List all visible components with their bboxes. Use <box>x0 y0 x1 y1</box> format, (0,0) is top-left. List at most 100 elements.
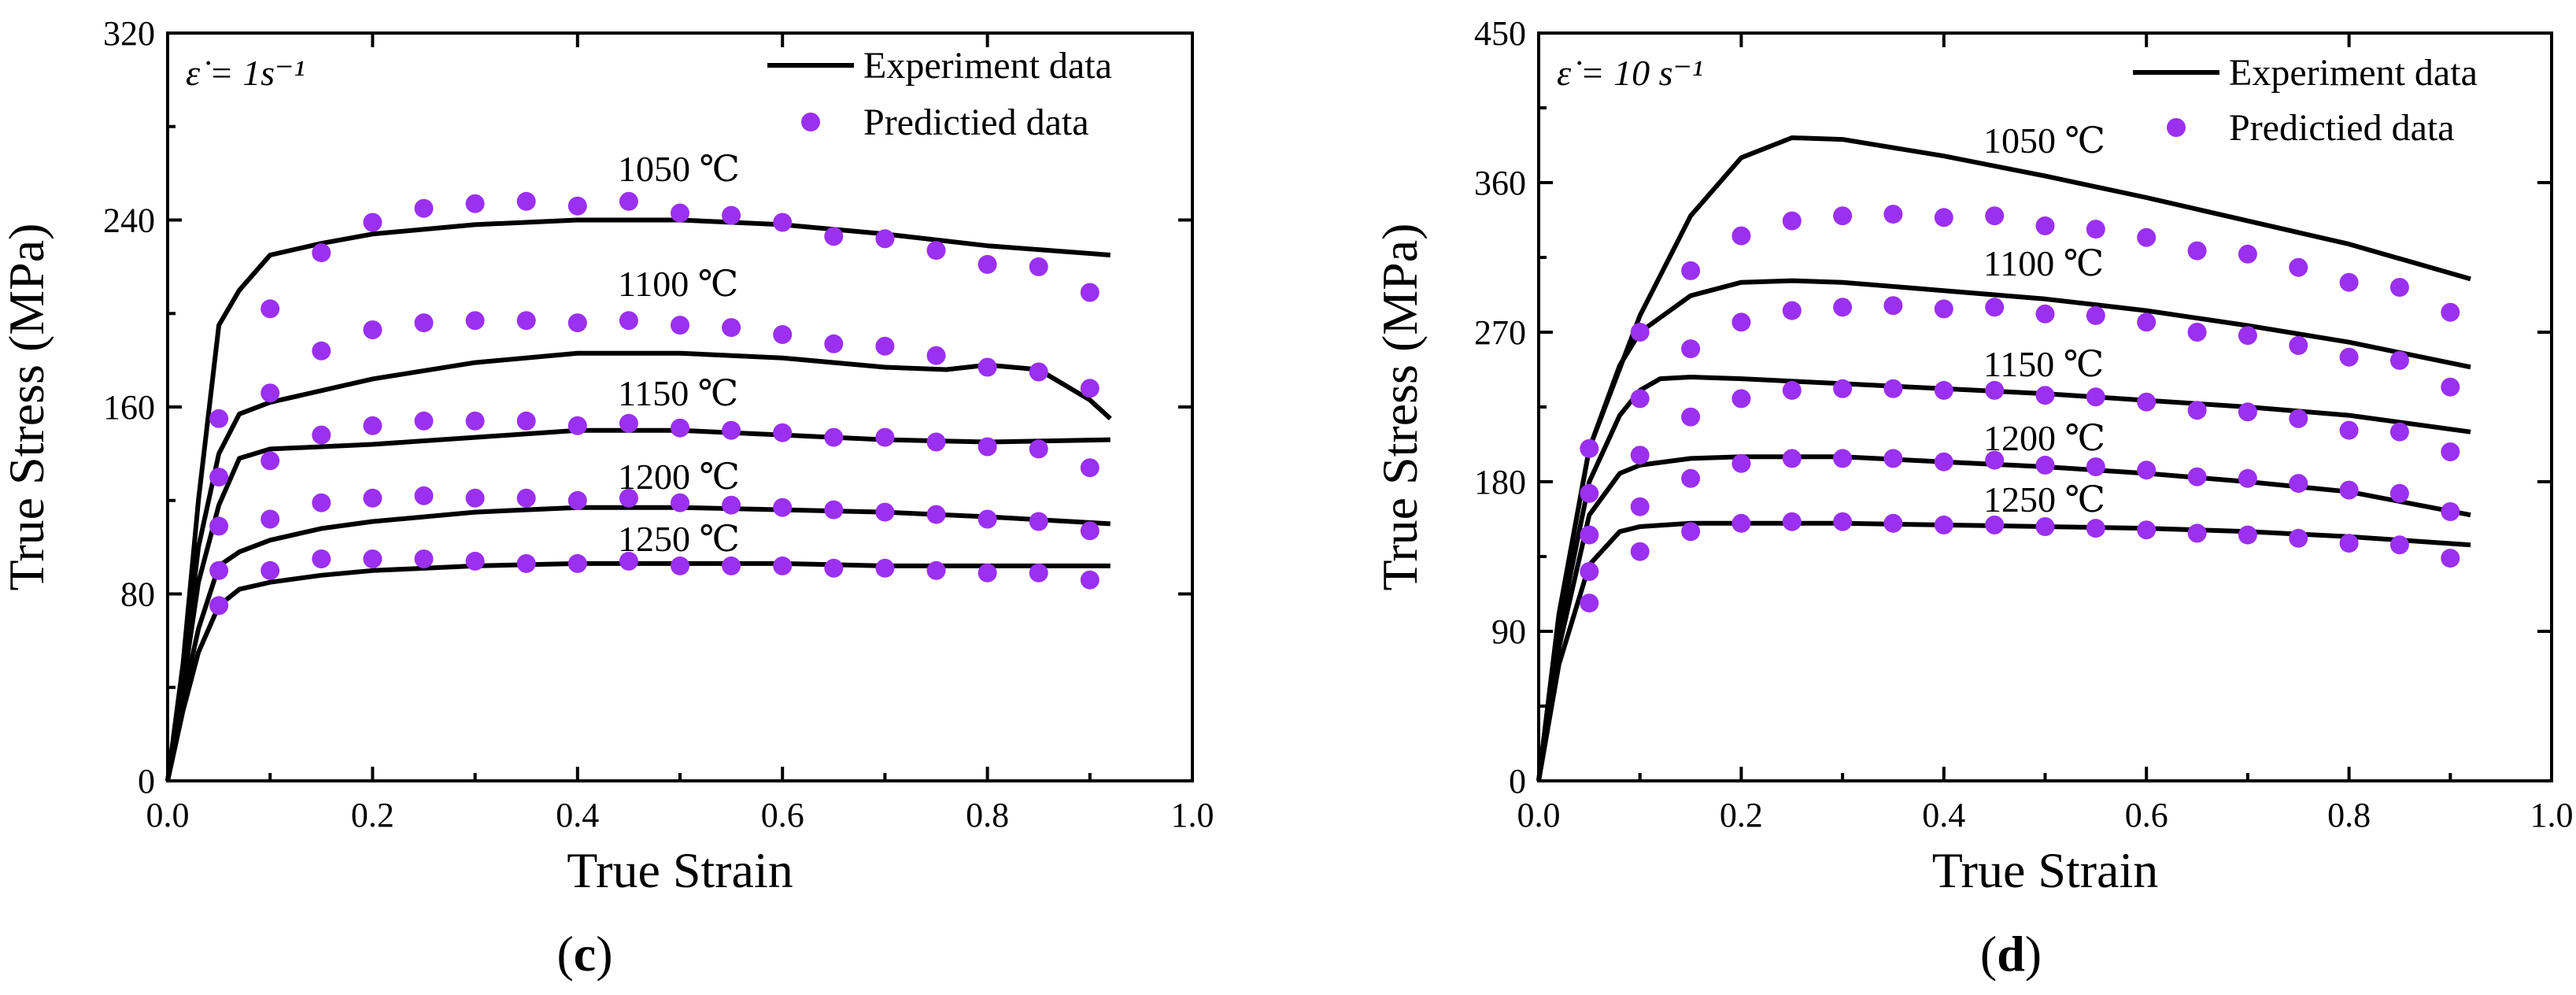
predicted-point-1100-d <box>1782 301 1802 320</box>
predicted-point-1100-d <box>2035 304 2055 324</box>
predicted-point-1150-d <box>2389 422 2409 442</box>
predicted-point-1250-c <box>1080 570 1100 590</box>
predicted-point-1150-c <box>567 416 587 435</box>
x-axis-title-d: True Strain <box>1932 842 2158 898</box>
y-tick-label-d: 180 <box>1474 463 1526 501</box>
predicted-point-1200-d <box>2339 480 2359 500</box>
predicted-point-1100-c <box>465 311 485 331</box>
predicted-point-1150-d <box>2238 402 2257 422</box>
predicted-point-1250-d <box>2035 517 2055 536</box>
predicted-point-1200-d <box>1630 497 1650 516</box>
predicted-point-1150-c <box>722 420 741 440</box>
predicted-point-1150-d <box>2339 420 2359 440</box>
predicted-point-1050-d <box>2441 302 2460 322</box>
predicted-point-1150-d <box>2137 392 2157 412</box>
panel-label-letter-c: c <box>574 926 596 982</box>
x-tick-label-c: 0.2 <box>351 796 394 834</box>
predicted-point-1050-d <box>2289 257 2308 277</box>
predicted-point-1250-d <box>1883 513 1903 533</box>
predicted-point-1050-c <box>722 205 741 225</box>
predicted-point-1200-d <box>1934 452 1953 472</box>
predicted-point-1150-c <box>875 427 895 447</box>
predicted-point-1200-c <box>363 488 383 508</box>
predicted-point-1050-d <box>1732 226 1751 246</box>
predicted-point-1100-d <box>2187 323 2207 342</box>
predicted-point-1200-d <box>1580 562 1599 581</box>
legend-line-label-c: Experiment data <box>863 45 1112 87</box>
temp-label-1250-d: 1250 ℃ <box>1983 479 2105 520</box>
legend-line-label-d: Experiment data <box>2229 52 2478 94</box>
legend-marker-label-c: Predictied data <box>863 102 1089 143</box>
predicted-point-1050-d <box>1833 206 1853 226</box>
predicted-point-1200-c <box>465 488 485 508</box>
experiment-line-1100-c <box>165 350 1112 782</box>
predicted-point-1050-c <box>261 299 280 319</box>
experiment-line-1200-c <box>165 505 1111 782</box>
predicted-point-1200-c <box>312 493 331 512</box>
panel-label-d: (d) <box>1980 926 2042 982</box>
predicted-point-1100-d <box>2238 326 2257 346</box>
predicted-point-1050-c <box>516 191 536 211</box>
legend-d: Experiment data Predictied data <box>2133 52 2478 149</box>
predicted-point-1150-c <box>516 411 536 431</box>
temp-label-1050-d: 1050 ℃ <box>1983 120 2105 161</box>
predicted-point-1200-d <box>2238 468 2257 488</box>
predicted-point-1150-c <box>209 516 229 536</box>
predicted-point-1250-c <box>465 551 485 571</box>
predicted-point-1250-d <box>2238 525 2257 545</box>
x-tick-label-d: 0.6 <box>2125 796 2168 834</box>
x-tick-label-d: 0.2 <box>1720 796 1763 834</box>
y-tick-label-c: 320 <box>103 14 155 53</box>
predicted-point-1050-c <box>414 198 434 218</box>
x-tick-label-c: 0.4 <box>556 796 599 834</box>
x-tick-label-d: 0.4 <box>1922 796 1965 834</box>
predicted-point-1150-c <box>465 411 485 431</box>
predicted-point-1250-c <box>619 551 638 571</box>
temp-label-1150-d: 1150 ℃ <box>1983 344 2104 384</box>
predicted-point-1150-c <box>414 411 434 431</box>
y-tick-label-d: 450 <box>1474 14 1526 53</box>
y-axis-title-d: True Stress (MPa) <box>1372 224 1428 591</box>
predicted-point-1200-c <box>875 502 895 522</box>
predicted-point-1250-c <box>773 556 793 575</box>
predicted-point-1100-c <box>619 311 638 331</box>
predicted-point-1200-d <box>2035 455 2055 475</box>
predicted-point-1050-c <box>926 241 946 261</box>
predicted-point-1100-d <box>1630 389 1650 409</box>
experiment-line-1150-d <box>1536 375 2471 782</box>
predicted-point-1150-d <box>2035 386 2055 405</box>
predicted-point-1200-c <box>1080 521 1100 541</box>
predicted-point-1150-c <box>363 416 383 435</box>
predicted-point-1250-c <box>824 558 844 578</box>
predicted-point-1200-d <box>1782 449 1802 468</box>
predicted-point-1150-c <box>671 418 689 438</box>
predicted-point-1050-d <box>1681 261 1701 280</box>
panel-d: ε̇ = 10 s⁻¹ Experiment data Predictied d… <box>1372 14 2574 982</box>
predicted-point-1250-c <box>567 553 587 573</box>
predicted-point-1150-d <box>1934 380 1953 400</box>
predicted-point-1250-d <box>1782 512 1802 531</box>
x-tick-label-c: 0.0 <box>146 796 190 834</box>
predicted-point-1100-d <box>2389 350 2409 370</box>
predicted-point-1150-c <box>773 423 793 442</box>
predicted-point-1050-c <box>824 227 844 246</box>
x-tick-label-c: 0.8 <box>966 796 1009 834</box>
predicted-point-1200-c <box>722 495 741 515</box>
predicted-point-1100-c <box>516 311 536 331</box>
legend-marker-sample-d <box>2167 118 2186 137</box>
predicted-point-1050-c <box>671 203 689 223</box>
predicted-point-1250-c <box>875 558 895 578</box>
temp-label-1250-c: 1250 ℃ <box>618 519 740 559</box>
predicted-point-1200-d <box>1681 468 1701 488</box>
predicted-point-1100-c <box>363 320 383 339</box>
panel-c: ε̇ = 1s⁻¹ Experiment data Predictied dat… <box>0 14 1214 982</box>
predicted-point-1150-d <box>1580 525 1599 545</box>
predicted-point-1100-c <box>1080 379 1100 398</box>
temp-label-1150-c: 1150 ℃ <box>618 373 738 413</box>
predicted-point-1200-c <box>978 509 997 529</box>
predicted-point-1200-d <box>2187 467 2207 486</box>
x-tick-label-d: 1.0 <box>2530 796 2574 834</box>
predicted-point-1250-c <box>1029 563 1048 583</box>
predicted-point-1100-d <box>1732 313 1751 332</box>
